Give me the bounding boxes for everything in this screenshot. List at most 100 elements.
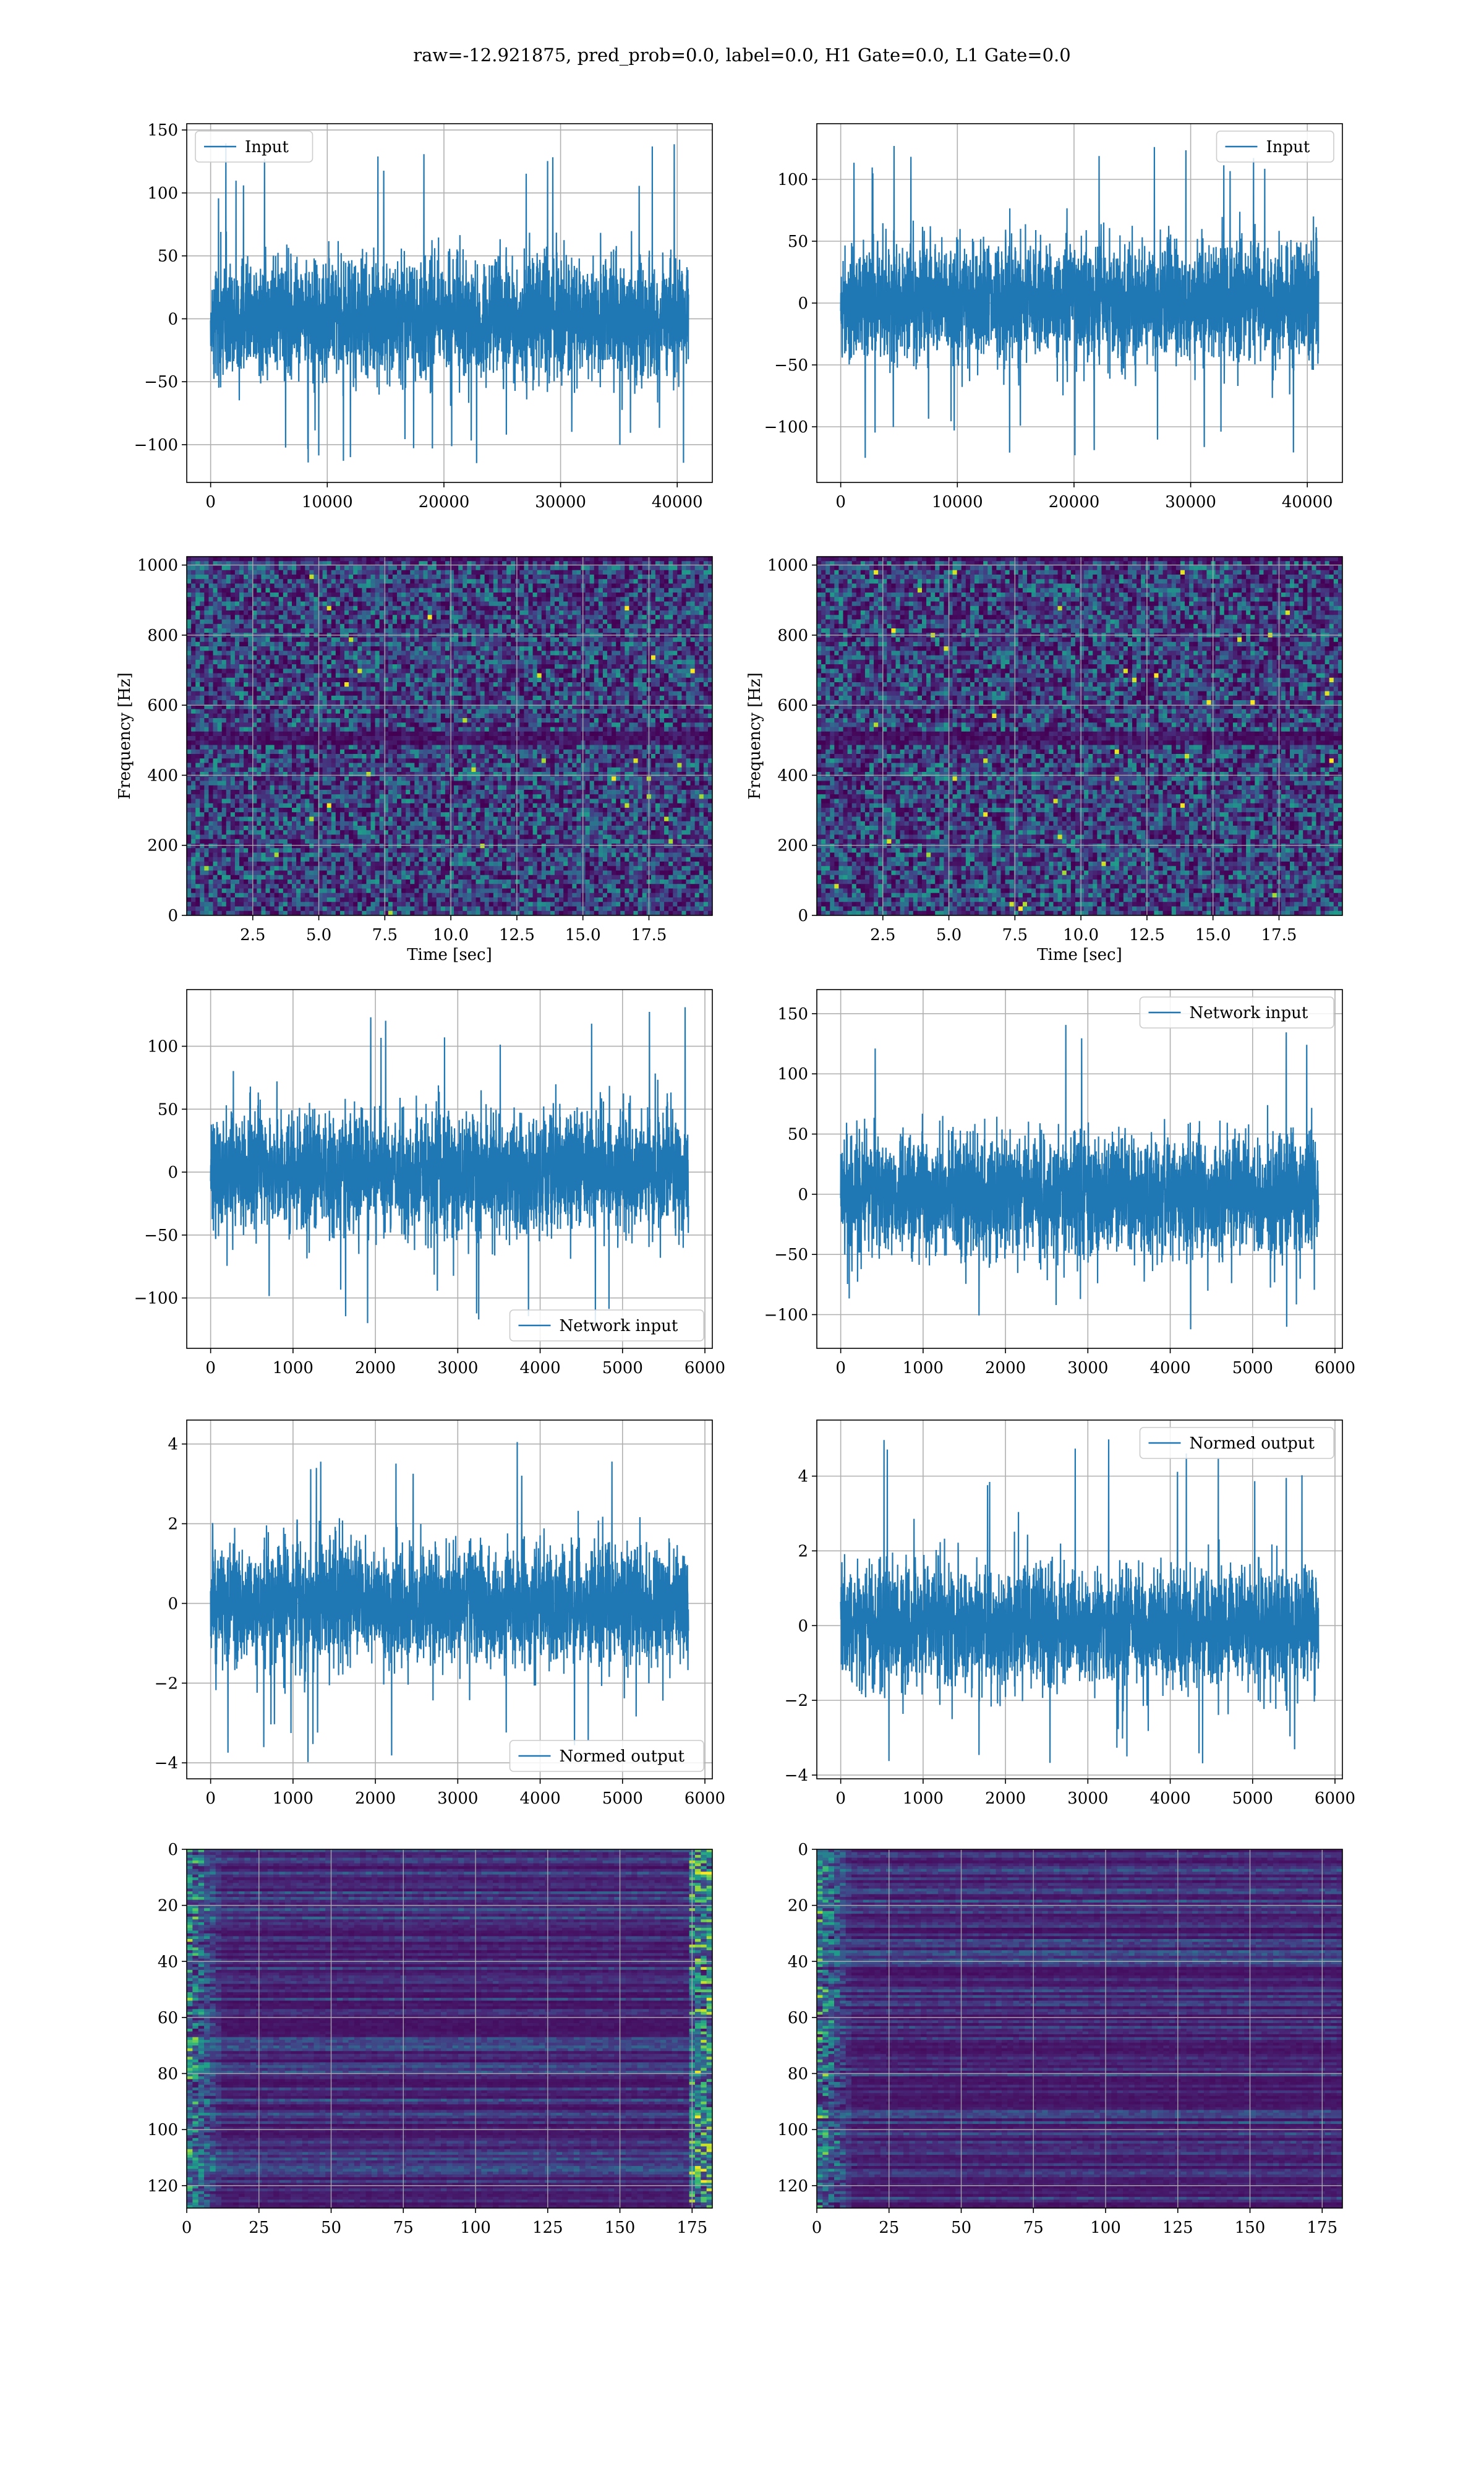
x-tick-label: 30000 <box>535 493 586 511</box>
y-tick-label: 0 <box>798 907 808 925</box>
y-tick-label: −100 <box>764 418 808 437</box>
x-tick-label: 2.5 <box>870 926 895 944</box>
panel-normed-right: Normed output 0 1000 2000 3000 4000 5000 6000 −4… <box>785 1419 1355 1808</box>
x-tick-label: 30000 <box>1165 493 1216 511</box>
y-tick-label: 20 <box>158 1897 178 1915</box>
axes-frame <box>186 556 713 916</box>
y-tick-label: 400 <box>777 766 808 785</box>
x-tick-label: 25 <box>249 2219 269 2237</box>
legend-label: Input <box>245 138 289 156</box>
y-tick-label: 600 <box>147 696 178 715</box>
x-tick-label: 100 <box>1090 2219 1121 2237</box>
y-tick-label: −2 <box>785 1692 808 1710</box>
legend: Normed output <box>1139 1427 1334 1459</box>
heatmap-cells <box>817 1849 1342 2208</box>
axes-frame <box>816 989 1343 1349</box>
x-tick-label: 1000 <box>903 1359 944 1377</box>
series-line-normed-output <box>840 1439 1320 1763</box>
y-tick-label: 1000 <box>767 557 808 575</box>
series-line-input <box>840 145 1320 458</box>
y-tick-label: −100 <box>134 436 178 455</box>
series-line-input <box>210 143 689 463</box>
y-tick-label: 0 <box>168 1594 178 1613</box>
figure-title: raw=-12.921875, pred_prob=0.0, label=0.0… <box>0 45 1484 66</box>
y-tick-label: 100 <box>147 2121 178 2139</box>
x-tick-label: 150 <box>605 2219 636 2237</box>
y-tick-label: 1000 <box>137 557 178 575</box>
y-tick-label: 4 <box>168 1436 178 1454</box>
legend-label: Network input <box>1190 1004 1308 1022</box>
x-tick-label: 7.5 <box>1002 926 1028 944</box>
panel-features-left: 0 25 50 75 100 125 150 175 0 20 40 60 80 100 120 <box>147 1841 713 2237</box>
legend-label: Normed output <box>1190 1434 1315 1453</box>
axes-frame <box>816 1419 1343 1779</box>
y-tick-label: 50 <box>158 247 178 266</box>
x-tick-label: 3000 <box>437 1359 478 1377</box>
x-tick-label: 20000 <box>419 493 470 511</box>
x-axis-label: Time [sec] <box>407 946 492 964</box>
y-tick-label: 4 <box>798 1468 808 1486</box>
y-tick-label: 400 <box>147 766 178 785</box>
x-axis-label: Time [sec] <box>1037 946 1122 964</box>
y-tick-label: −4 <box>155 1754 178 1773</box>
y-tick-label: −4 <box>785 1766 808 1785</box>
x-tick-label: 2000 <box>985 1359 1026 1377</box>
x-tick-label: 6000 <box>1315 1359 1355 1377</box>
y-tick-label: −50 <box>144 373 178 392</box>
y-tick-label: 100 <box>777 2121 808 2139</box>
y-tick-label: 60 <box>788 2009 808 2027</box>
x-tick-label: 17.5 <box>631 926 667 944</box>
y-tick-label: 20 <box>788 1897 808 1915</box>
x-tick-label: 4000 <box>519 1359 560 1377</box>
x-tick-label: 75 <box>1023 2219 1044 2237</box>
x-tick-label: 50 <box>321 2219 341 2237</box>
y-tick-label: 100 <box>147 184 178 203</box>
y-tick-label: 80 <box>158 2065 178 2084</box>
x-tick-label: 10.0 <box>1063 926 1099 944</box>
x-tick-label: 3000 <box>1067 1789 1108 1808</box>
x-tick-label: 5000 <box>602 1789 643 1808</box>
panel-input-right: Input 0 10000 20000 30000 40000 −100 −50 0 50 100 <box>764 123 1343 511</box>
legend: Network input <box>1139 996 1334 1029</box>
x-tick-label: 2.5 <box>240 926 265 944</box>
y-tick-label: 120 <box>777 2177 808 2196</box>
axes-frame <box>186 1419 713 1779</box>
x-tick-label: 175 <box>676 2219 707 2237</box>
x-tick-label: 10000 <box>302 493 353 511</box>
y-tick-label: −50 <box>774 356 808 375</box>
x-tick-label: 0 <box>205 493 216 511</box>
x-tick-label: 10.0 <box>433 926 469 944</box>
legend: Input <box>195 131 313 163</box>
legend-label: Input <box>1266 138 1310 156</box>
y-axis-label: Frequency [Hz] <box>746 672 764 800</box>
x-tick-label: 15.0 <box>1195 926 1231 944</box>
y-tick-label: 200 <box>147 837 178 855</box>
y-tick-label: −2 <box>155 1674 178 1693</box>
heatmap-cells <box>187 1849 712 2208</box>
x-tick-label: 4000 <box>1149 1359 1190 1377</box>
x-tick-label: 175 <box>1307 2219 1337 2237</box>
x-tick-label: 40000 <box>652 493 703 511</box>
series-line-network-input <box>840 1025 1320 1330</box>
y-tick-label: 0 <box>798 1841 808 1859</box>
x-tick-label: 40000 <box>1282 493 1333 511</box>
y-tick-label: −50 <box>774 1246 808 1264</box>
x-tick-label: 6000 <box>684 1359 725 1377</box>
x-tick-label: 3000 <box>1067 1359 1108 1377</box>
x-tick-label: 0 <box>182 2219 192 2237</box>
x-tick-label: 0 <box>205 1789 216 1808</box>
x-tick-label: 75 <box>393 2219 414 2237</box>
y-tick-label: 80 <box>788 2065 808 2084</box>
x-tick-label: 100 <box>460 2219 491 2237</box>
y-axis-label: Frequency [Hz] <box>116 672 134 800</box>
x-tick-label: 0 <box>835 493 846 511</box>
axes-frame <box>186 123 713 483</box>
x-tick-label: 2000 <box>985 1789 1026 1808</box>
legend-label: Network input <box>560 1317 678 1335</box>
x-tick-label: 4000 <box>1149 1789 1190 1808</box>
panel-input-left: Input 0 10000 20000 30000 40000 −100 −50 0 50 100 1… <box>134 121 713 511</box>
x-tick-label: 17.5 <box>1261 926 1297 944</box>
y-tick-label: 100 <box>777 1065 808 1084</box>
